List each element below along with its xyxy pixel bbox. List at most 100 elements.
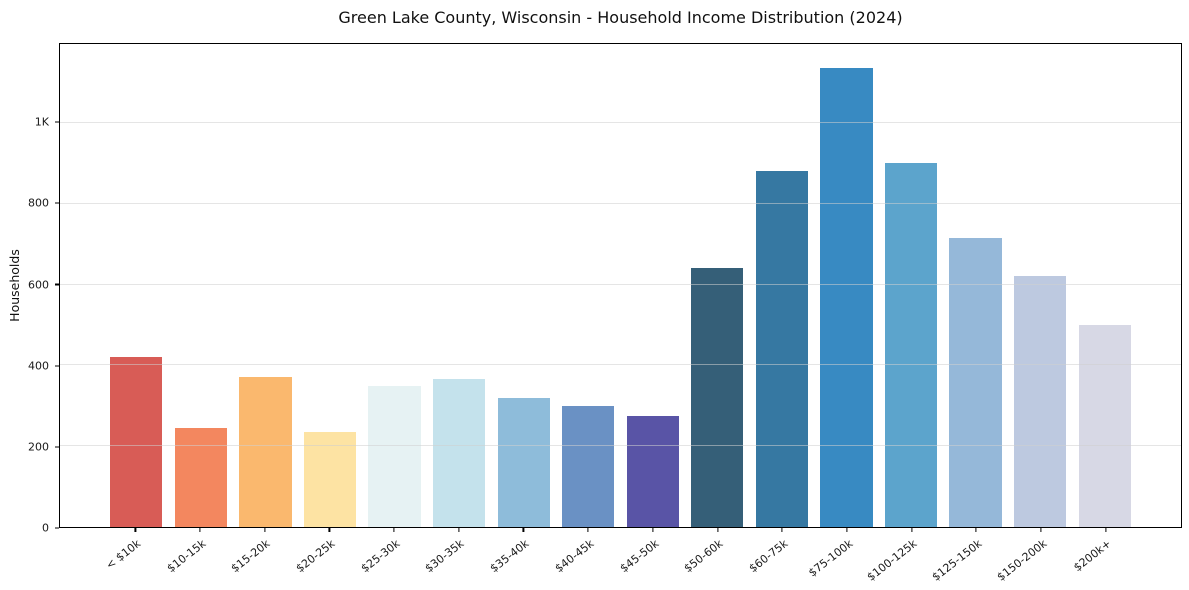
xtick-mark: [199, 528, 201, 532]
ytick-label: 400: [28, 359, 49, 373]
bar-< $10k: [110, 357, 163, 527]
xtick-slot: $75-100k: [806, 528, 880, 590]
xtick-slot: $25-30k: [358, 528, 427, 590]
bar-slot: [879, 44, 944, 527]
xtick-slot: $200k+: [1071, 528, 1138, 590]
xtick-slot: $100-125k: [865, 528, 944, 590]
xtick-slot: < $10k: [103, 528, 168, 590]
ytick-1K: 1K: [35, 116, 59, 129]
xtick-label: $10-15k: [164, 537, 209, 576]
xtick-mark: [652, 528, 654, 532]
xtick-label: $60-75k: [746, 537, 791, 576]
bar-slot: [556, 44, 621, 527]
bar-$45-50k: [626, 415, 679, 527]
bar-slot: [104, 44, 169, 527]
xtick-label: $30-35k: [423, 537, 467, 576]
bar-slot: [1008, 44, 1073, 527]
xtick-label: $35-40k: [487, 537, 532, 576]
xtick-slot: $30-35k: [423, 528, 491, 590]
xtick-mark: [1105, 528, 1107, 532]
ytick-0: 0: [42, 522, 59, 535]
xtick-label: $45-50k: [617, 537, 661, 576]
bar-$30-35k: [432, 379, 486, 527]
xtick-mark: [587, 528, 589, 532]
ytick-label: 800: [28, 196, 49, 210]
bar-$50-60k: [691, 268, 744, 527]
xtick-slot: $35-40k: [487, 528, 556, 590]
xtick-label: $200k+: [1071, 537, 1114, 575]
bar-$10-15k: [174, 427, 227, 527]
xtick-slot: $45-50k: [617, 528, 686, 590]
bar-slot: [362, 44, 427, 527]
xtick-slot: $125-150k: [930, 528, 1009, 590]
bar-$75-100k: [820, 68, 873, 527]
bar-$150-200k: [1014, 276, 1067, 527]
bar-slot: [427, 44, 492, 527]
xtick-mark: [458, 528, 460, 532]
xtick-slot: $40-45k: [552, 528, 621, 590]
xtick-slot: $15-20k: [228, 528, 297, 590]
bar-slot: [233, 44, 298, 527]
xtick-label: < $10k: [103, 537, 144, 572]
bar-slot: [814, 44, 879, 527]
bar-$200k+: [1078, 324, 1131, 527]
ytick-mark: [55, 283, 59, 286]
xtick-mark: [328, 528, 330, 532]
ytick-mark: [55, 365, 59, 367]
ytick-mark: [55, 446, 59, 448]
bar-$35-40k: [497, 397, 550, 527]
xtick-slot: $150-200k: [994, 528, 1074, 590]
bar-slot: [750, 44, 815, 527]
ytick-800: 800: [28, 197, 59, 210]
xtick-label: $40-45k: [552, 537, 597, 576]
xtick-mark: [522, 528, 525, 532]
xtick-mark: [134, 528, 136, 532]
ytick-label: 1K: [34, 115, 49, 129]
xtick-slot: $10-15k: [164, 528, 233, 590]
ytick-mark: [55, 121, 59, 123]
bar-$60-75k: [755, 171, 809, 527]
xtick-mark: [264, 528, 266, 532]
y-axis-ticks: 0 200 400 600 800 1K: [0, 43, 59, 535]
bar-$20-25k: [303, 432, 357, 527]
ytick-mark: [55, 527, 59, 529]
x-axis-ticks: < $10k $10-15k $15-20k $20-25k $25-30k $30-35…: [59, 528, 1182, 590]
xtick-mark: [911, 528, 913, 532]
bar-$100-125k: [884, 163, 938, 527]
ytick-mark: [55, 202, 59, 204]
xtick-mark: [781, 528, 783, 532]
xtick-label: $20-25k: [293, 537, 338, 576]
bar-$25-30k: [368, 385, 421, 527]
ytick-400: 400: [28, 359, 59, 372]
bar-slot: [943, 44, 1008, 527]
bar-slot: [169, 44, 234, 527]
xtick-mark: [716, 528, 719, 532]
xtick-label: $25-30k: [358, 537, 403, 576]
xtick-slot: $60-75k: [746, 528, 815, 590]
xtick-mark: [846, 528, 848, 532]
xtick-slot: $20-25k: [293, 528, 362, 590]
bar-slot: [491, 44, 556, 527]
bars-layer: [60, 44, 1181, 527]
xtick-label: $50-60k: [681, 537, 726, 576]
ytick-600: 600: [28, 278, 59, 291]
xtick-mark: [1040, 528, 1042, 532]
xtick-mark: [393, 528, 395, 532]
bar-slot: [1072, 44, 1137, 527]
chart-title: Green Lake County, Wisconsin - Household…: [338, 8, 903, 27]
ytick-label: 600: [28, 278, 49, 291]
plot-area: [59, 43, 1182, 528]
bar-$15-20k: [239, 377, 292, 527]
xtick-label: $15-20k: [228, 537, 273, 576]
ytick-200: 200: [28, 440, 59, 453]
bar-slot: [621, 44, 686, 527]
xtick-mark: [975, 528, 977, 532]
bar-slot: [298, 44, 363, 527]
xtick-slot: $50-60k: [681, 528, 750, 590]
bar-slot: [685, 44, 750, 527]
ytick-label: 200: [28, 440, 49, 454]
bar-$125-150k: [949, 238, 1002, 527]
ytick-label: 0: [42, 521, 49, 535]
bar-$40-45k: [562, 405, 615, 527]
